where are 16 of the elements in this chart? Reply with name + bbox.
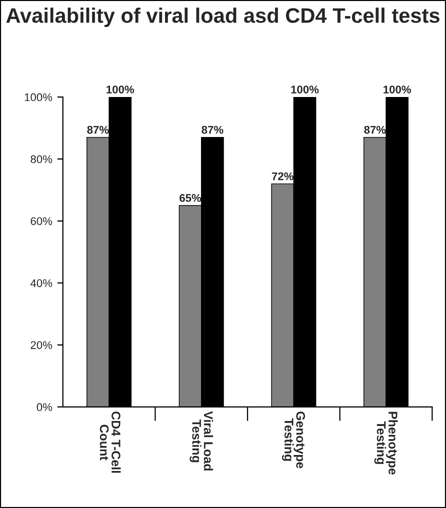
chart-title: Availability of viral load asd CD4 T-cell tests: [6, 8, 440, 28]
y-tick-label: 0%: [36, 403, 52, 412]
y-tick-label: 100%: [24, 93, 52, 102]
y-tick-label: 20%: [30, 341, 52, 350]
y-tick-label: 60%: [30, 217, 52, 226]
x-tick-label: Viral Load Testing: [190, 411, 214, 470]
y-tick-label: 40%: [30, 279, 52, 288]
x-tick-label: Genotype Testing: [282, 412, 306, 468]
text: 100%: [384, 86, 412, 94]
x-tick-label: CD4 T-Cell Count: [100, 412, 121, 473]
text: 100%: [291, 86, 319, 94]
text: 72%: [272, 172, 294, 180]
text: 87%: [202, 126, 224, 134]
y-tick-label: 80%: [30, 155, 52, 164]
text: 100%: [106, 86, 134, 94]
x-tick-label: Phenotype Testing: [374, 412, 398, 475]
